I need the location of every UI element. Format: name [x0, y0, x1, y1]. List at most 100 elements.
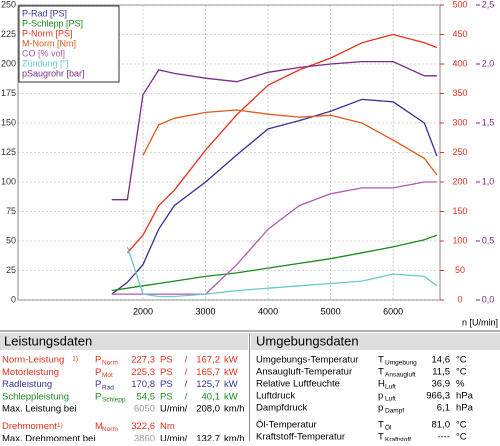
x-tick-label: 6000	[383, 306, 403, 316]
table-title: Umgebungsdaten	[256, 333, 359, 348]
row-label: Norm-Leistung	[2, 355, 64, 366]
row-label: Drehmoment	[2, 421, 57, 432]
row-sub: Schlepp	[102, 397, 126, 404]
y2-tick-label: 150	[452, 206, 467, 216]
y-tick-label: 50	[6, 235, 16, 245]
row-sub: Öl	[385, 424, 392, 432]
row-unit: U/min	[160, 433, 185, 441]
row-unit: °C	[456, 420, 467, 431]
row-symbol: p	[378, 391, 383, 402]
x-tick-label: 3000	[196, 306, 216, 316]
x-tick-label: 2000	[133, 306, 153, 316]
row-value: 40,1	[202, 391, 221, 402]
legend-entry: P-Schlepp [PS]	[22, 18, 83, 28]
y-tick-label: 125	[1, 147, 16, 157]
row-sub: Luft	[385, 396, 396, 403]
row-symbol: T	[378, 367, 384, 378]
row-value: 6,1	[437, 403, 450, 414]
row-sub: Mot	[102, 372, 113, 379]
row-separator: /	[185, 433, 188, 441]
row-value: 167,2	[196, 355, 220, 366]
row-unit: km/h	[224, 433, 245, 441]
y-tick-label: 100	[1, 176, 16, 186]
row-value: 54,5	[137, 391, 156, 402]
row-symbol: T	[378, 355, 384, 366]
row-value: 322,6	[131, 421, 155, 432]
row-label: Max. Drehmoment bei	[2, 433, 95, 441]
y3-tick-label: 1,5	[482, 117, 495, 127]
row-unit: km/h	[224, 404, 245, 415]
row-unit: PS	[160, 355, 173, 366]
row-note: 1)	[72, 356, 78, 363]
y-tick-label: 200	[1, 58, 16, 68]
row-unit: hPa	[456, 391, 474, 402]
row-symbol: T	[378, 420, 384, 431]
row-separator: /	[185, 404, 188, 415]
row-unit: kW	[224, 367, 238, 378]
row-unit: kW	[224, 391, 238, 402]
row-value: 14,6	[432, 355, 451, 366]
row-symbol: P	[95, 391, 101, 402]
legend-box	[18, 5, 120, 83]
row-label: Öl-Temperatur	[256, 420, 317, 431]
row-value: ----	[437, 432, 450, 441]
row-label: Dampfdruck	[256, 403, 307, 414]
row-unit: °C	[456, 367, 467, 378]
y2-tick-label: 50	[455, 265, 465, 275]
y3-tick-label: 0,0	[482, 294, 495, 304]
row-unit: Nm	[160, 421, 175, 432]
legend-entry: pSaugrohr [bar]	[22, 68, 85, 78]
y-tick-label: 75	[6, 206, 16, 216]
y-tick-label: 225	[1, 29, 16, 39]
legend-entry: P-Rad [PS]	[22, 8, 67, 18]
row-unit: kW	[224, 355, 238, 366]
row-value: 225,3	[131, 367, 155, 378]
legend-entry: M-Norm [Nm]	[22, 38, 76, 48]
row-unit: °C	[456, 355, 467, 366]
row-symbol: T	[378, 432, 384, 441]
y3-tick-label: 2,0	[482, 58, 495, 68]
x-tick-label: 4000	[258, 306, 278, 316]
row-value: 3860	[134, 433, 155, 441]
row-symbol: H	[378, 379, 385, 390]
row-sub: Luft	[385, 384, 396, 391]
series-line	[111, 60, 437, 201]
y2-tick-label: 450	[452, 29, 467, 39]
legend-entry: P-Norm [PS]	[22, 28, 73, 38]
series-line	[111, 234, 438, 292]
row-unit: PS	[160, 367, 173, 378]
y2-tick-label: 200	[452, 176, 467, 186]
y-tick-label: 150	[1, 117, 16, 127]
row-value: 36,9	[432, 379, 451, 390]
row-unit: PS	[160, 391, 173, 402]
row-value: 6050	[134, 404, 155, 415]
row-label: Max. Leistung bei	[2, 404, 76, 415]
row-symbol: P	[95, 355, 101, 366]
row-value: 125,7	[196, 379, 220, 390]
y-tick-label: 25	[6, 265, 16, 275]
table-header-bg	[0, 333, 248, 350]
row-symbol: P	[95, 379, 101, 390]
row-value: 227,3	[131, 355, 155, 366]
row-label: Relative Luftfeuchte	[256, 379, 340, 390]
y2-tick-label: 250	[452, 147, 467, 157]
row-value: 165,7	[196, 367, 220, 378]
y-tick-label: 175	[1, 88, 16, 98]
row-separator: /	[185, 367, 188, 378]
row-separator: /	[185, 355, 188, 366]
row-separator: /	[185, 391, 188, 402]
x-axis-label: n [U/min]	[462, 317, 498, 327]
row-value: 170,8	[131, 379, 155, 390]
row-label: Ansaugluft-Temperatur	[256, 367, 352, 378]
row-unit: kW	[224, 379, 238, 390]
y-tick-label: 250	[1, 0, 16, 9]
row-unit: hPa	[456, 403, 474, 414]
row-unit: °C	[456, 432, 467, 441]
row-symbol: M	[95, 421, 103, 432]
row-sub: Kraftstoff	[385, 437, 411, 441]
x-tick-label: 5000	[321, 306, 341, 316]
row-value: 966,3	[426, 391, 450, 402]
row-label: Kraftstoff-Temperatur	[256, 432, 345, 441]
row-sub: Rad	[102, 384, 114, 391]
